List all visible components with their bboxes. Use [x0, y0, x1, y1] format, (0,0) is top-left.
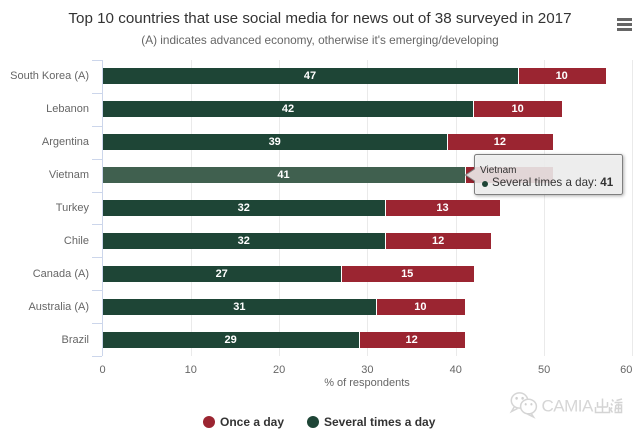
- svg-text:CAMIA: CAMIA: [542, 396, 595, 415]
